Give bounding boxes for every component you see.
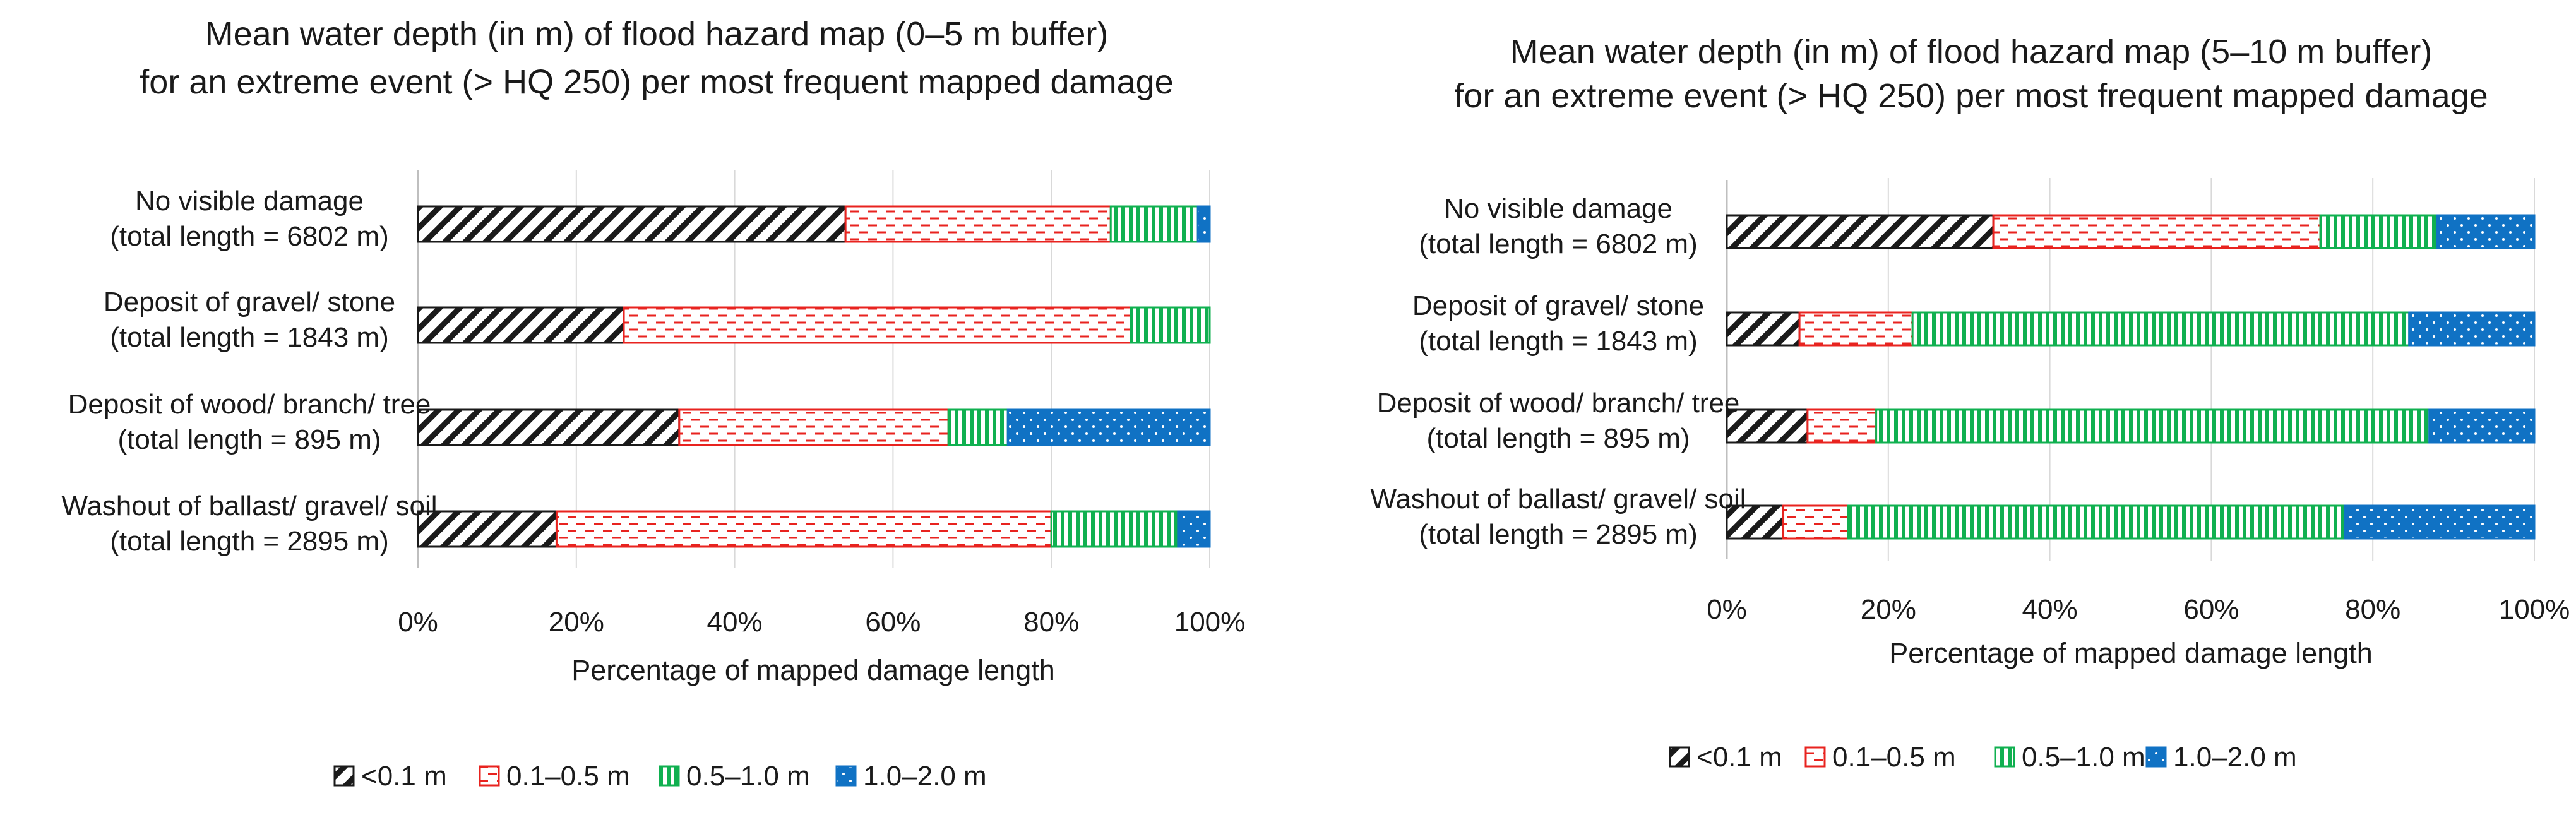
category-label: (total length = 895 m) <box>117 424 381 455</box>
bar-segment-1-0-to-2-0 <box>2408 311 2536 347</box>
bar-segment-0-1-to-0-5 <box>844 205 1112 243</box>
x-tick-label: 60% <box>865 607 921 638</box>
category-label: Deposit of gravel/ stone <box>104 287 395 318</box>
x-tick-label: 60% <box>2183 594 2239 625</box>
legend-label-lt-0-1: <0.1 m <box>1696 742 1782 773</box>
bar-segment-0-1-to-0-5 <box>1798 311 1914 347</box>
chart-panel-right: Mean water depth (in m) of flood hazard … <box>1370 33 2570 773</box>
bar-segment-0-5-to-1-0 <box>1130 306 1211 344</box>
category-label: (total length = 1843 m) <box>1419 326 1697 357</box>
x-tick-label: 100% <box>2499 594 2570 625</box>
bar-segment-1-0-to-2-0 <box>2343 504 2536 540</box>
x-tick-label: 40% <box>707 607 763 638</box>
legend-label-0-1-to-0-5: 0.1–0.5 m <box>506 761 630 792</box>
legend-swatch-lt-0-1 <box>1669 746 1690 768</box>
legend-swatch-0-5-to-1-0 <box>1994 746 2015 768</box>
bar-segment-0-5-to-1-0 <box>1875 408 2431 444</box>
legend-label-0-1-to-0-5: 0.1–0.5 m <box>1832 742 1956 773</box>
legend-label-0-5-to-1-0: 0.5–1.0 m <box>2022 742 2145 773</box>
category-label: No visible damage <box>135 186 364 217</box>
legend-label-lt-0-1: <0.1 m <box>361 761 447 792</box>
bar-segment-0-5-to-1-0 <box>1109 205 1199 243</box>
legend-swatch-0-5-to-1-0 <box>659 765 680 787</box>
x-axis-label: Percentage of mapped damage length <box>571 654 1055 686</box>
legend-label-1-0-to-2-0: 1.0–2.0 m <box>2173 742 2297 773</box>
x-tick-label: 80% <box>2345 594 2400 625</box>
x-tick-label: 0% <box>398 607 438 638</box>
chart-title-line-1: Mean water depth (in m) of flood hazard … <box>1510 33 2433 71</box>
category-label: (total length = 895 m) <box>1426 423 1690 454</box>
bar-segment-1-0-to-2-0 <box>1006 408 1211 446</box>
x-axis-label: Percentage of mapped damage length <box>1889 637 2373 669</box>
legend-label-0-5-to-1-0: 0.5–1.0 m <box>686 761 810 792</box>
bar-segment-lt-0-1 <box>1726 504 1785 540</box>
x-tick-label: 20% <box>549 607 604 638</box>
category-label: (total length = 6802 m) <box>1419 229 1697 259</box>
category-label: (total length = 6802 m) <box>110 221 388 252</box>
bar-segment-lt-0-1 <box>1726 408 1809 444</box>
category-label: (total length = 1843 m) <box>110 322 388 353</box>
chart-title-line-2: for an extreme event (> HQ 250) per most… <box>1454 77 2488 115</box>
bar-segment-0-1-to-0-5 <box>1806 408 1878 444</box>
x-tick-label: 20% <box>1861 594 1916 625</box>
bar-segment-0-1-to-0-5 <box>1992 214 2322 249</box>
category-label: Deposit of wood/ branch/ tree <box>68 389 431 420</box>
legend-swatch-1-0-to-2-0 <box>835 765 857 787</box>
bar-segment-lt-0-1 <box>417 306 625 344</box>
x-tick-label: 0% <box>1707 594 1747 625</box>
bar-segment-lt-0-1 <box>417 205 847 243</box>
bar-segment-1-0-to-2-0 <box>2436 214 2536 249</box>
bar-segment-lt-0-1 <box>1726 311 1801 347</box>
chart-panel-left: Mean water depth (in m) of flood hazard … <box>61 15 1245 792</box>
x-tick-label: 100% <box>1174 607 1246 638</box>
bar-segment-0-5-to-1-0 <box>2319 214 2439 249</box>
bar-segment-1-0-to-2-0 <box>1177 510 1211 548</box>
bar-segment-0-1-to-0-5 <box>1782 504 1849 540</box>
bar-segment-0-5-to-1-0 <box>1911 311 2411 347</box>
legend-label-1-0-to-2-0: 1.0–2.0 m <box>863 761 987 792</box>
legend-swatch-1-0-to-2-0 <box>2145 746 2167 768</box>
bar-segment-1-0-to-2-0 <box>1196 205 1211 243</box>
bar-segment-lt-0-1 <box>1726 214 1995 249</box>
category-label: Washout of ballast/ gravel/ soil <box>61 491 437 521</box>
bar-segment-0-5-to-1-0 <box>1847 504 2346 540</box>
bar-segment-0-1-to-0-5 <box>555 510 1052 548</box>
legend-swatch-lt-0-1 <box>333 765 355 787</box>
bar-segment-lt-0-1 <box>417 408 681 446</box>
category-label: No visible damage <box>1444 193 1673 224</box>
category-label: Deposit of gravel/ stone <box>1412 290 1704 321</box>
category-label: (total length = 2895 m) <box>110 526 388 557</box>
bar-segment-1-0-to-2-0 <box>2428 408 2536 444</box>
chart-title-line-1: Mean water depth (in m) of flood hazard … <box>205 15 1109 53</box>
category-label: Washout of ballast/ gravel/ soil <box>1370 484 1746 515</box>
legend-swatch-0-1-to-0-5 <box>1804 746 1826 768</box>
bar-segment-0-1-to-0-5 <box>678 408 950 446</box>
x-tick-label: 80% <box>1023 607 1079 638</box>
category-label: (total length = 2895 m) <box>1419 519 1697 550</box>
bar-segment-lt-0-1 <box>417 510 558 548</box>
bar-segment-0-5-to-1-0 <box>1050 510 1179 548</box>
x-tick-label: 40% <box>2022 594 2078 625</box>
chart-title-line-2: for an extreme event (> HQ 250) per most… <box>140 63 1173 101</box>
category-label: Deposit of wood/ branch/ tree <box>1377 388 1740 419</box>
bar-segment-0-5-to-1-0 <box>947 408 1009 446</box>
legend-swatch-0-1-to-0-5 <box>479 765 500 787</box>
bar-segment-0-1-to-0-5 <box>623 306 1132 344</box>
